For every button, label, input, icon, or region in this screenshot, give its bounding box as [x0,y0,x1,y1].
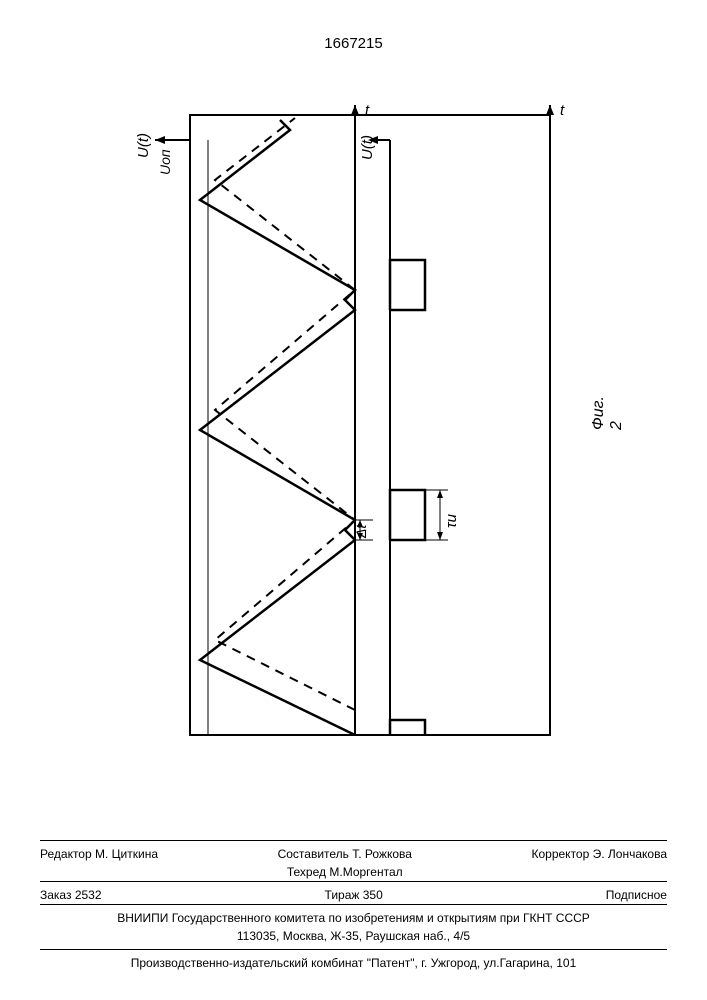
figure-2: U(t) Uоп t U(t) t [130,100,570,790]
order: Заказ 2532 [40,886,102,904]
footer: Производственно-издательский комбинат "П… [40,949,667,972]
waveform-diagram: U(t) Uоп t U(t) t [130,100,570,790]
editor: Редактор М. Циткина [40,845,158,881]
subscription: Подписное [606,886,667,904]
credits-block: Редактор М. Циткина Составитель Т. Рожко… [40,840,667,972]
org-line2: 113035, Москва, Ж-35, Раушская наб., 4/5 [40,927,667,945]
axis-bottom-y-label: U(t) [359,135,376,160]
org-line1: ВНИИПИ Государственного комитета по изоб… [40,909,667,927]
uop-label: Uоп [157,149,173,175]
tirage: Тираж 350 [325,886,383,904]
delta-t-label: Δt [353,524,369,539]
axis-bottom-x-label: t [560,102,565,119]
tau-u-label: τи [443,513,460,528]
figure-label: Фиг. 2 [590,396,626,430]
corrector: Корректор Э. Лончакова [532,845,668,881]
page-number: 1667215 [324,35,382,52]
compiler-techred: Составитель Т. Рожкова Техред М.Моргента… [278,845,412,881]
axis-top-x-label: t [365,102,370,119]
axis-top-y-label: U(t) [135,133,152,158]
